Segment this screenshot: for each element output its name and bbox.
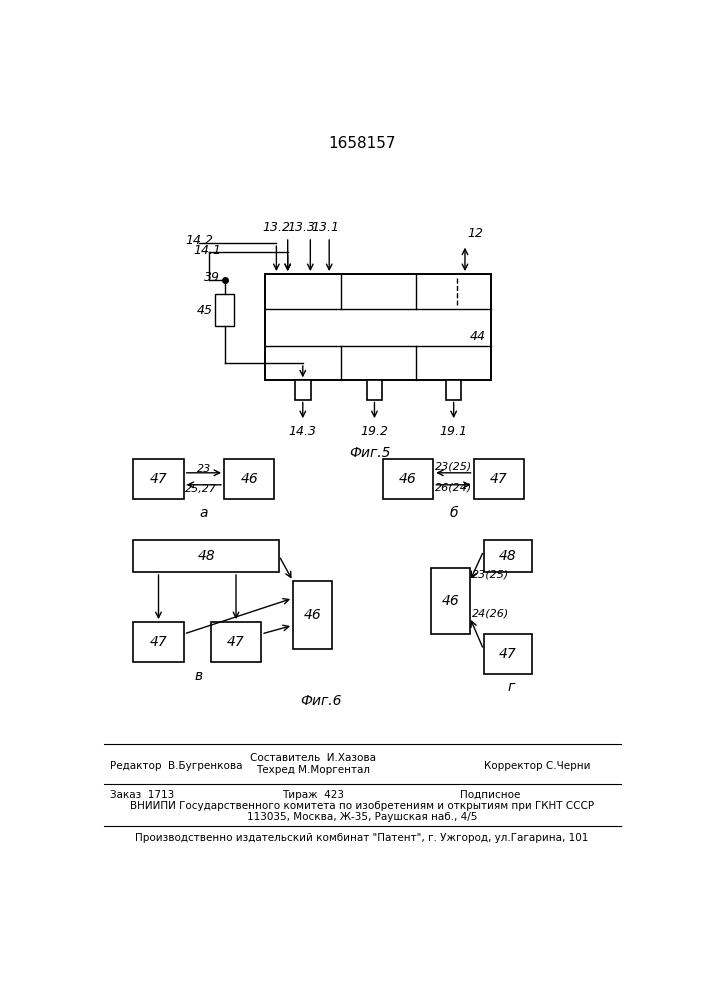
Text: 14.1: 14.1 [193,244,221,257]
Text: Редактор  В.Бугренкова: Редактор В.Бугренкова [110,761,243,771]
Text: 13.3: 13.3 [287,221,315,234]
Text: 14.2: 14.2 [185,234,214,247]
Text: 19.2: 19.2 [361,425,388,438]
Text: 46: 46 [441,594,459,608]
Bar [134,622,184,662]
Text: 44: 44 [469,330,486,343]
Text: Фиг.6: Фиг.6 [300,694,341,708]
Text: в: в [194,669,202,683]
Text: 12: 12 [468,227,484,240]
Bar [265,274,491,380]
Text: ВНИИПИ Государственного комитета по изобретениям и открытиям при ГКНТ СССР: ВНИИПИ Государственного комитета по изоб… [130,801,594,811]
Bar [484,540,532,572]
Bar [295,380,310,400]
Text: Подписное: Подписное [460,790,521,800]
Text: Заказ  1713: Заказ 1713 [110,790,175,800]
Bar [446,380,462,400]
Bar [431,568,469,634]
Text: 25,27: 25,27 [185,484,217,494]
Bar [134,459,184,499]
Text: 48: 48 [197,549,215,563]
Bar [224,459,274,499]
Text: г: г [508,680,515,694]
Text: б: б [449,506,457,520]
Bar [474,459,524,499]
Text: 46: 46 [399,472,417,486]
Text: 24(26): 24(26) [472,609,509,619]
Bar [367,380,382,400]
Text: 45: 45 [197,304,213,317]
Bar [216,294,234,326]
Text: 47: 47 [490,472,508,486]
Bar [383,459,433,499]
Text: 13.1: 13.1 [311,221,339,234]
Text: 46: 46 [240,472,258,486]
Text: Техред М.Моргентал: Техред М.Моргентал [256,765,370,775]
Text: 47: 47 [150,635,168,649]
Text: 46: 46 [303,608,321,622]
Text: Составитель  И.Хазова: Составитель И.Хазова [250,753,376,763]
Text: Производственно издательский комбинат "Патент", г. Ужгород, ул.Гагарина, 101: Производственно издательский комбинат "П… [135,833,589,843]
Bar [134,540,279,572]
Text: 113035, Москва, Ж-35, Раушская наб., 4/5: 113035, Москва, Ж-35, Раушская наб., 4/5 [247,812,477,822]
Text: 23(25): 23(25) [435,461,472,471]
Text: Тираж  423: Тираж 423 [282,790,344,800]
Bar [484,634,532,674]
Text: 47: 47 [150,472,168,486]
Bar [211,622,261,662]
Text: 13.2: 13.2 [263,221,291,234]
Text: 23: 23 [197,464,211,474]
Text: Фиг.5: Фиг.5 [350,446,391,460]
Text: Корректор С.Черни: Корректор С.Черни [484,761,590,771]
Text: 1658157: 1658157 [328,136,396,151]
Text: 26(24): 26(24) [435,483,472,493]
Text: а: а [199,506,208,520]
Text: 14.3: 14.3 [288,425,317,438]
Text: 47: 47 [498,647,517,661]
Text: 23(25): 23(25) [472,570,509,580]
Bar [293,581,332,649]
Text: 39: 39 [204,271,221,284]
Text: 48: 48 [498,549,517,563]
Text: 19.1: 19.1 [440,425,467,438]
Text: 47: 47 [227,635,245,649]
